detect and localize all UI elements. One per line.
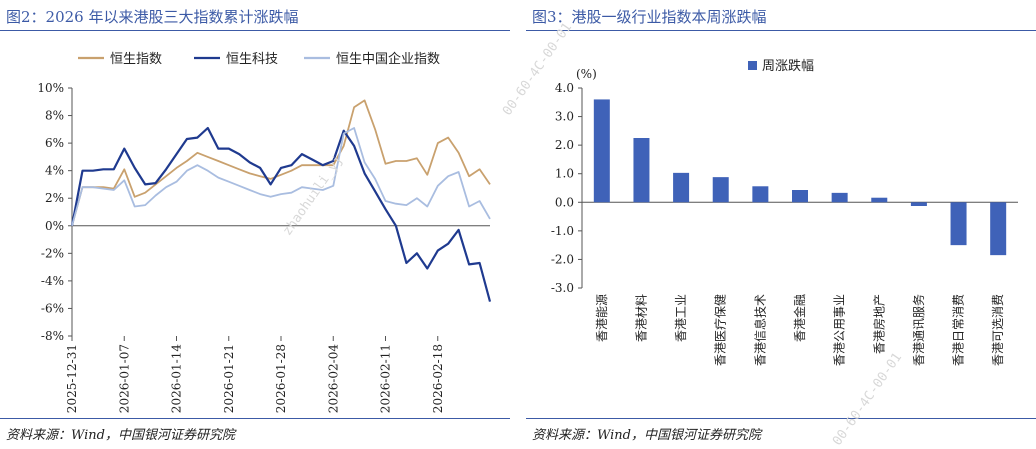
bar-category-label: 香港材料 [634, 294, 648, 342]
bar-category-label: 香港金融 [792, 294, 807, 342]
bar-11 [990, 202, 1007, 256]
y-tick-label: 8% [45, 109, 64, 123]
bar-category-label: 香港通讯服务 [911, 294, 926, 366]
y-unit-label: (%) [576, 67, 597, 81]
bar-category-label: 香港工业 [674, 294, 688, 342]
bar-y-tick-label: -1.0 [551, 224, 574, 238]
bar-category-label: 香港信息技术 [752, 294, 767, 366]
bar-y-tick-label: 0.0 [555, 195, 574, 209]
bar-legend-swatch [748, 61, 757, 70]
x-tick-label: 2026-02-18 [431, 344, 445, 413]
x-tick-label: 2025-12-31 [65, 344, 79, 413]
x-tick-label: 2026-01-07 [117, 344, 131, 413]
right-title-rule [526, 30, 1036, 31]
bar-y-tick-label: 1.0 [555, 167, 574, 181]
bar-legend-label: 周涨跌幅 [762, 58, 814, 74]
y-tick-label: 2% [45, 191, 64, 205]
left-bottom-rule [0, 418, 510, 419]
bar-category-label: 香港日常消费 [952, 294, 966, 366]
x-tick-label: 2026-02-04 [326, 344, 340, 414]
line-chart: -8% -6% -4% -2% 0% 2% 4% 6% 8% 10% 2025-12-31 2026-… [37, 51, 492, 414]
y-tick-label: 4% [45, 164, 64, 178]
legend-label-3: 恒生中国企业指数 [336, 51, 440, 67]
bar-y-tick-label: 2.0 [555, 138, 574, 152]
right-chart-panel: 图3：港股一级行业指数本周涨跌幅 (%) 4.0 3.0 2.0 1.0 0.0 -1.0 -… [526, 0, 1036, 445]
bar-3 [673, 172, 690, 203]
x-tick-label: 2026-01-14 [170, 344, 184, 414]
bar-7 [831, 192, 848, 203]
right-chart-title: 图3：港股一级行业指数本周涨跌幅 [532, 8, 767, 26]
y-tick-label: -6% [41, 301, 64, 315]
bar-10 [950, 202, 967, 246]
left-source-note: 资料来源：Wind，中国银河证券研究院 [6, 428, 235, 443]
bar-category-label: 香港医疗保健 [714, 294, 728, 366]
bar-y-tick-label: 4.0 [555, 81, 574, 95]
bar-1 [593, 99, 610, 203]
legend-label-1: 恒生指数 [110, 52, 162, 67]
bar-6 [792, 190, 808, 203]
series-line-1 [71, 99, 491, 227]
y-tick-label: -4% [41, 274, 64, 288]
x-tick-label: 2026-02-11 [379, 344, 393, 413]
legend-label-2: 恒生科技 [226, 52, 278, 67]
bar-category-label: 香港能源 [595, 294, 609, 342]
y-tick-label: -8% [41, 329, 64, 343]
series-line-2 [70, 126, 492, 302]
x-tick-label: 2026-01-28 [274, 344, 288, 413]
bar-y-tick-label: -2.0 [551, 252, 574, 266]
left-chart-title: 图2：2026 年以来港股三大指数累计涨跌幅 [6, 8, 299, 26]
y-tick-label: 6% [45, 136, 64, 150]
left-title-rule [0, 30, 510, 31]
series-line-3 [71, 127, 491, 227]
bar-9 [910, 202, 927, 206]
right-source-note: 资料来源：Wind，中国银河证券研究院 [532, 428, 761, 443]
y-tick-label: 10% [37, 81, 64, 95]
y-tick-label: 0% [45, 219, 64, 233]
bar-5 [752, 186, 769, 203]
bar-category-label: 香港公用事业 [833, 294, 847, 366]
bar-2 [633, 138, 650, 203]
left-chart-panel: 图2：2026 年以来港股三大指数累计涨跌幅 -8% -6% -4% -2% 0% 2% 4… [0, 0, 510, 445]
bar-category-label: 香港房地产 [871, 294, 886, 354]
bar-y-tick-label: 3.0 [555, 110, 574, 124]
bar-8 [871, 197, 888, 203]
bar-4 [712, 177, 729, 203]
bar-category-label: 香港可选消费 [991, 294, 1005, 366]
x-tick-label: 2026-01-21 [222, 344, 236, 413]
right-bottom-rule [526, 418, 1036, 419]
bar-y-tick-label: -3.0 [551, 281, 574, 295]
y-tick-label: -2% [41, 246, 64, 260]
